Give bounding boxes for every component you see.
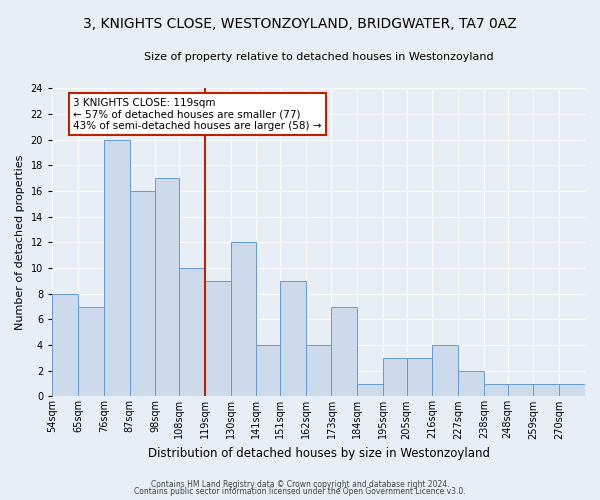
Bar xyxy=(52,294,78,397)
Bar xyxy=(508,384,533,396)
Bar xyxy=(104,140,130,396)
Bar xyxy=(357,384,383,396)
Y-axis label: Number of detached properties: Number of detached properties xyxy=(15,154,25,330)
X-axis label: Distribution of detached houses by size in Westonzoyland: Distribution of detached houses by size … xyxy=(148,447,490,460)
Bar xyxy=(407,358,433,397)
Text: Contains HM Land Registry data © Crown copyright and database right 2024.: Contains HM Land Registry data © Crown c… xyxy=(151,480,449,489)
Text: 3, KNIGHTS CLOSE, WESTONZOYLAND, BRIDGWATER, TA7 0AZ: 3, KNIGHTS CLOSE, WESTONZOYLAND, BRIDGWA… xyxy=(83,18,517,32)
Text: Contains public sector information licensed under the Open Government Licence v3: Contains public sector information licen… xyxy=(134,487,466,496)
Title: Size of property relative to detached houses in Westonzoyland: Size of property relative to detached ho… xyxy=(144,52,493,62)
Bar xyxy=(256,345,280,397)
Bar xyxy=(559,384,585,396)
Bar xyxy=(383,358,407,397)
Bar xyxy=(484,384,508,396)
Bar xyxy=(155,178,179,396)
Bar xyxy=(205,281,230,396)
Text: 3 KNIGHTS CLOSE: 119sqm
← 57% of detached houses are smaller (77)
43% of semi-de: 3 KNIGHTS CLOSE: 119sqm ← 57% of detache… xyxy=(73,98,322,130)
Bar xyxy=(433,345,458,397)
Bar xyxy=(458,370,484,396)
Bar xyxy=(230,242,256,396)
Bar xyxy=(533,384,559,396)
Bar xyxy=(179,268,205,396)
Bar xyxy=(331,306,357,396)
Bar xyxy=(78,306,104,396)
Bar xyxy=(280,281,305,396)
Bar xyxy=(305,345,331,397)
Bar xyxy=(130,191,155,396)
